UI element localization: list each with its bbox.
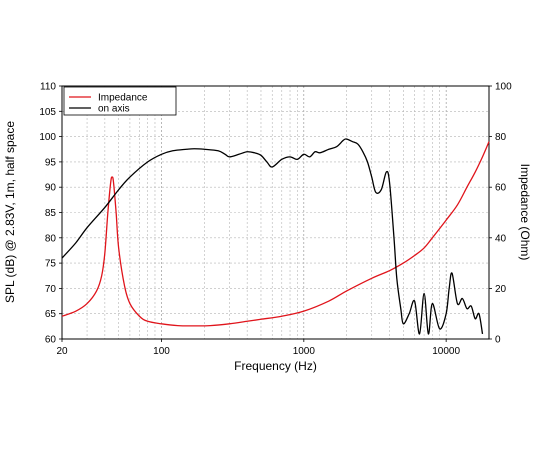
grid	[62, 86, 489, 339]
y-tick-label: 110	[40, 82, 56, 93]
x-tick-label: 1000	[293, 346, 316, 357]
y-tick-label: 60	[45, 335, 57, 346]
y2-tick-label: 20	[495, 284, 507, 295]
series-line-on-axis	[61, 138, 484, 335]
legend: Impedance on axis	[63, 86, 177, 116]
y-tick-label: 95	[45, 157, 57, 168]
y2-tick-label: 80	[495, 132, 507, 143]
y-axis-left: 60 65 70 75 80 85 90 95 100 105 110	[39, 82, 62, 346]
y2-tick-label: 100	[495, 82, 512, 93]
legend-label-on-axis: on axis	[98, 104, 130, 115]
y-tick-label: 70	[45, 284, 57, 295]
x-axis: 20 100 1000 10000	[56, 339, 460, 357]
x-tick-label: 10000	[432, 346, 460, 357]
y-axis-title: SPL (dB) @ 2.83V, 1m, half space	[3, 121, 17, 303]
y-tick-label: 80	[45, 233, 57, 244]
x-tick-label: 20	[56, 346, 68, 357]
x-tick-label: 100	[153, 346, 170, 357]
y-tick-label: 105	[39, 107, 56, 118]
y2-axis-title: Impedance (Ohm)	[518, 164, 532, 261]
y-tick-label: 100	[39, 132, 56, 143]
y2-tick-label: 0	[495, 335, 501, 346]
legend-label-impedance: Impedance	[98, 93, 148, 104]
y2-tick-label: 60	[495, 183, 507, 194]
legend-box	[63, 86, 177, 116]
y2-tick-label: 40	[495, 233, 507, 244]
y-tick-label: 90	[45, 183, 57, 194]
x-axis-title: Frequency (Hz)	[234, 359, 317, 373]
y-tick-label: 85	[45, 208, 57, 219]
y-axis-right: 0 20 40 60 80 100	[489, 82, 512, 346]
y-tick-label: 65	[45, 309, 57, 320]
y-tick-label: 75	[45, 259, 57, 270]
series-lines	[61, 138, 490, 335]
